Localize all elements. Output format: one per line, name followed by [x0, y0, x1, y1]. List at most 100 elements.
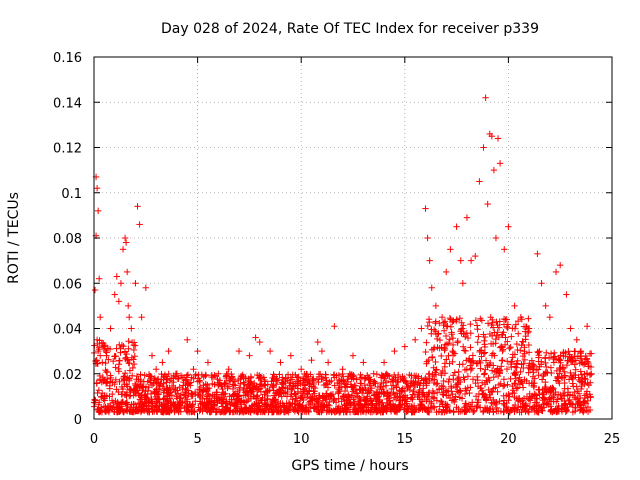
data-point — [580, 404, 587, 412]
data-point — [188, 374, 195, 381]
data-point — [158, 402, 166, 410]
axis-ticks — [93, 56, 613, 420]
data-point — [305, 388, 313, 395]
data-point — [100, 377, 107, 385]
data-point — [114, 398, 121, 406]
data-point — [516, 408, 523, 416]
data-point — [461, 376, 468, 383]
y-tick-label: 0.06 — [53, 277, 82, 292]
data-point — [115, 368, 123, 375]
data-point — [576, 378, 584, 385]
data-point — [500, 315, 508, 323]
data-point — [103, 407, 111, 414]
data-point — [151, 375, 158, 382]
data-point — [113, 273, 120, 280]
data-point — [492, 384, 499, 391]
data-point — [247, 387, 254, 394]
data-point — [155, 390, 163, 398]
data-point — [545, 354, 553, 361]
data-point — [433, 389, 441, 396]
y-tick-label: 0.02 — [53, 368, 82, 383]
data-point — [269, 382, 276, 390]
data-point — [190, 408, 197, 415]
data-point — [511, 302, 518, 310]
data-point — [355, 409, 362, 416]
data-point — [588, 350, 595, 357]
data-point — [491, 368, 499, 375]
data-point — [171, 403, 179, 411]
data-point — [463, 366, 471, 373]
data-point — [444, 322, 451, 330]
data-point — [434, 380, 441, 387]
data-point — [431, 376, 438, 384]
data-point — [111, 352, 119, 360]
data-point — [421, 393, 428, 400]
data-point — [378, 389, 385, 397]
data-point — [250, 393, 257, 400]
data-point — [512, 369, 520, 376]
data-point — [150, 376, 158, 384]
data-point — [459, 280, 467, 287]
data-point — [478, 317, 486, 324]
y-tick-label: 0.08 — [53, 232, 82, 247]
data-point — [572, 357, 580, 364]
data-point — [365, 389, 373, 396]
data-point — [480, 144, 487, 151]
data-point — [199, 395, 206, 403]
data-point — [585, 359, 592, 367]
data-point — [339, 366, 346, 373]
data-point — [95, 401, 102, 408]
data-point — [375, 407, 382, 415]
data-point — [357, 380, 365, 387]
data-point — [509, 389, 516, 397]
data-point — [567, 369, 574, 377]
data-point — [583, 369, 591, 377]
data-point — [426, 370, 433, 377]
data-point — [194, 378, 202, 385]
data-point — [115, 357, 123, 364]
data-point — [516, 374, 523, 381]
data-point — [496, 398, 503, 405]
data-point — [482, 357, 490, 364]
data-point — [455, 389, 463, 396]
x-tick-label: 25 — [604, 432, 621, 447]
data-point — [401, 387, 409, 395]
data-point — [424, 322, 431, 330]
data-point — [551, 353, 559, 360]
data-point — [463, 214, 471, 221]
data-point — [453, 223, 460, 230]
data-point — [490, 166, 498, 174]
data-point — [383, 406, 391, 414]
data-point — [531, 408, 539, 416]
data-point — [367, 408, 374, 416]
data-point — [289, 385, 296, 393]
data-point — [285, 402, 293, 409]
data-point — [418, 389, 426, 396]
data-point — [499, 331, 506, 338]
data-point — [229, 381, 237, 388]
data-point — [538, 280, 545, 287]
data-point — [508, 406, 515, 414]
data-point — [266, 406, 273, 413]
data-point — [550, 385, 557, 393]
data-point — [128, 325, 135, 332]
data-point — [473, 360, 480, 367]
data-point — [521, 356, 528, 364]
data-point — [244, 388, 251, 396]
data-point — [443, 340, 451, 348]
data-point — [205, 400, 212, 408]
data-point — [461, 330, 469, 338]
data-point — [557, 366, 564, 373]
data-point — [311, 390, 318, 397]
data-point — [324, 401, 332, 408]
data-point — [276, 371, 283, 378]
data-point — [117, 280, 125, 287]
data-points — [90, 94, 595, 416]
data-point — [530, 362, 538, 369]
data-point — [548, 369, 555, 377]
data-point — [483, 397, 490, 404]
data-point — [344, 376, 351, 383]
data-point — [349, 373, 357, 380]
data-point — [431, 369, 439, 376]
data-point — [349, 352, 357, 359]
